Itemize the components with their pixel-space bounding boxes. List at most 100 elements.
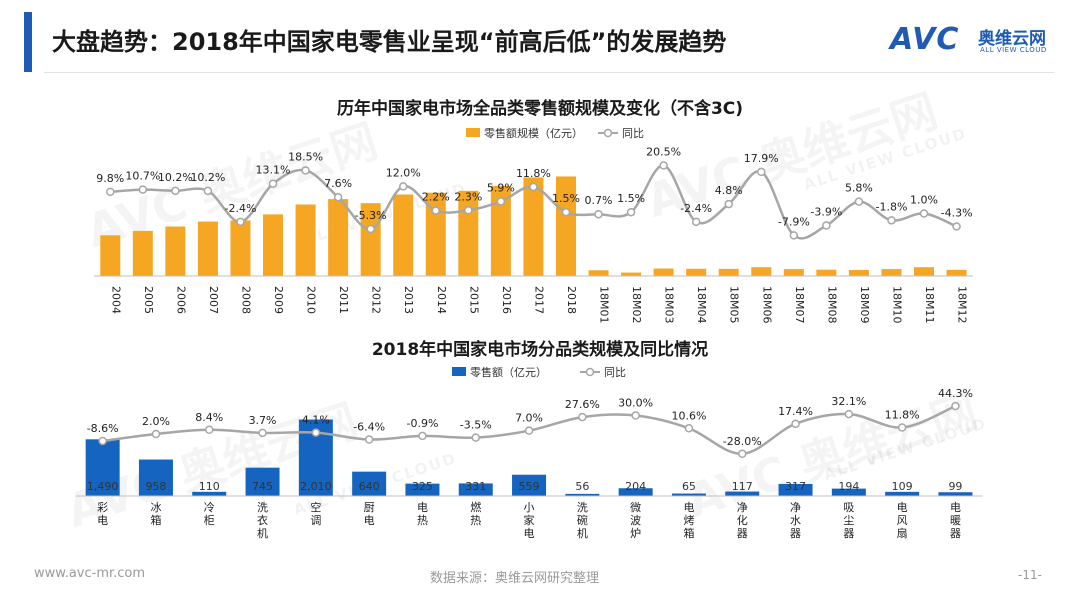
chart2-x-tick: 电 xyxy=(364,514,375,527)
chart2-yoy-label: -6.4% xyxy=(353,421,385,434)
chart1-bar xyxy=(360,203,381,276)
chart1-yoy-label: 20.5% xyxy=(646,146,681,159)
chart1-yoy-point xyxy=(854,197,864,206)
chart1-bar xyxy=(132,230,153,276)
chart1-yoy-label: 10.7% xyxy=(125,170,160,183)
chart2-x-tick: 炉 xyxy=(630,527,641,540)
chart2-x-tick: 波 xyxy=(630,514,641,527)
chart2-yoy-label: 32.1% xyxy=(831,395,866,408)
chart1-yoy-point xyxy=(398,182,408,191)
chart2-bar-label: 109 xyxy=(892,480,913,493)
chart2-x-tick: 扇 xyxy=(897,526,908,540)
chart2-yoy-point xyxy=(631,411,640,420)
chart2-yoy-label: 11.8% xyxy=(885,409,920,422)
chart1-bar xyxy=(816,269,837,276)
chart2-x-tick: 电 xyxy=(897,501,908,514)
chart2-x-tick: 器 xyxy=(737,527,748,540)
chart2-x-tick: 彩 xyxy=(97,501,108,514)
chart2-bar-label: 110 xyxy=(199,480,220,493)
chart2-x-tick: 冰 xyxy=(150,501,161,514)
chart2-bar xyxy=(885,491,920,496)
chart1-yoy-point xyxy=(952,222,961,231)
chart2-bar-label: 65 xyxy=(682,480,696,493)
chart2-x-tick: 冷 xyxy=(204,501,215,514)
chart1-bar xyxy=(555,176,576,276)
chart2-yoy-point xyxy=(791,419,800,429)
chart1-bar xyxy=(490,185,511,276)
chart1-x-tick: 2014 xyxy=(435,286,448,314)
chart2-x-tick: 净 xyxy=(790,500,801,514)
chart2-yoy-label: 44.3% xyxy=(938,387,973,400)
chart1-legend-line-label: 同比 xyxy=(622,127,644,140)
chart2-x-tick: 化 xyxy=(737,513,748,527)
chart1-yoy-point xyxy=(268,179,278,188)
footer-website: www.avc-mr.com xyxy=(34,566,146,581)
chart2-x-tick: 机 xyxy=(577,526,588,540)
logo-en-text: ALL VIEW CLOUD xyxy=(980,46,1047,54)
chart1-yoy-point xyxy=(691,217,701,227)
chart2-x-tick: 器 xyxy=(950,527,961,540)
chart2-bar-label: 640 xyxy=(359,480,380,493)
chart2-x-tick: 燃 xyxy=(470,500,481,514)
chart1-yoy-label: -4.3% xyxy=(941,206,973,219)
chart1-yoy-label: -5.3% xyxy=(355,209,387,222)
chart1-yoy-label: -2.4% xyxy=(680,202,712,215)
chart1-x-tick: 2006 xyxy=(174,286,187,314)
chart1-yoy-label: 1.5% xyxy=(617,192,645,205)
chart2-yoy-point xyxy=(738,449,747,459)
chart2-x-tick: 烤 xyxy=(683,513,694,527)
chart2-bar-label: 325 xyxy=(412,480,433,493)
chart1-x-tick: 2012 xyxy=(370,286,383,314)
chart2-x-tick: 热 xyxy=(417,514,428,527)
chart1-yoy-label: 5.9% xyxy=(487,181,515,194)
chart2-bar xyxy=(725,491,760,496)
chart2-yoy-point xyxy=(684,424,694,433)
chart2-bar-label: 204 xyxy=(625,480,646,493)
chart2-bar xyxy=(938,492,973,496)
chart2-bar xyxy=(778,483,813,496)
chart2-legend-bar-label: 零售额（亿元） xyxy=(470,365,547,379)
chart2-x-tick: 风 xyxy=(897,514,908,527)
chart2-bar-label: 317 xyxy=(785,480,806,493)
chart1-yoy-point xyxy=(236,217,245,227)
chart2-x-tick: 微 xyxy=(630,500,641,514)
chart1-yoy-label: 1.5% xyxy=(552,192,580,205)
chart1-yoy-point xyxy=(171,186,180,196)
chart1-x-tick: 2013 xyxy=(402,286,415,314)
chart1-bar xyxy=(458,190,479,276)
chart1-yoy-point xyxy=(203,186,213,196)
avc-logo: AVC 奥维云网 ALL VIEW CLOUD xyxy=(890,20,1060,60)
chart2-legend-line-marker xyxy=(585,367,595,377)
chart2-x-tick: 电 xyxy=(524,527,535,540)
chart1-yoy-point xyxy=(789,231,799,240)
chart2-bar xyxy=(671,493,706,496)
chart2-x-tick: 厨 xyxy=(364,501,375,514)
chart2-bar xyxy=(138,459,173,496)
chart1-yoy-label: 18.5% xyxy=(288,150,323,163)
chart2-yoy-label: -8.6% xyxy=(87,422,119,435)
chart2-bar xyxy=(565,493,600,496)
chart1-bar xyxy=(718,268,739,276)
chart1-x-tick: 2011 xyxy=(337,286,350,314)
chart1-x-tick: 18M05 xyxy=(728,286,741,324)
chart2-bar-label: 331 xyxy=(465,480,486,493)
chart1-x-tick: 18M03 xyxy=(663,286,676,324)
logo-cn-text: 奥维云网 xyxy=(978,29,1046,49)
chart2-x-tick: 吸 xyxy=(843,501,854,514)
chart2-yoy-point xyxy=(844,409,854,419)
chart1-bar xyxy=(588,270,609,276)
chart2-yoy-point xyxy=(151,429,161,439)
chart1-x-tick: 18M10 xyxy=(890,286,903,324)
chart1-x-tick: 2016 xyxy=(500,286,513,314)
chart2-bar-label: 559 xyxy=(519,480,540,493)
chart1-bar xyxy=(946,269,967,276)
page-title: 大盘趋势：2018年中国家电零售业呈现“前高后低”的发展趋势 xyxy=(52,28,727,56)
chart2-yoy-label: 3.7% xyxy=(249,414,277,427)
chart1-yoy-label: 10.2% xyxy=(158,171,193,184)
chart2-x-tick: 暖 xyxy=(950,514,961,527)
chart1-yoy-label: 17.9% xyxy=(744,152,779,165)
chart1-yoy-label: 2.3% xyxy=(454,190,482,203)
chart1-yoy-label: 9.8% xyxy=(96,172,124,185)
chart2-yoy-point xyxy=(897,423,907,432)
chart1-x-tick: 2017 xyxy=(532,286,545,314)
